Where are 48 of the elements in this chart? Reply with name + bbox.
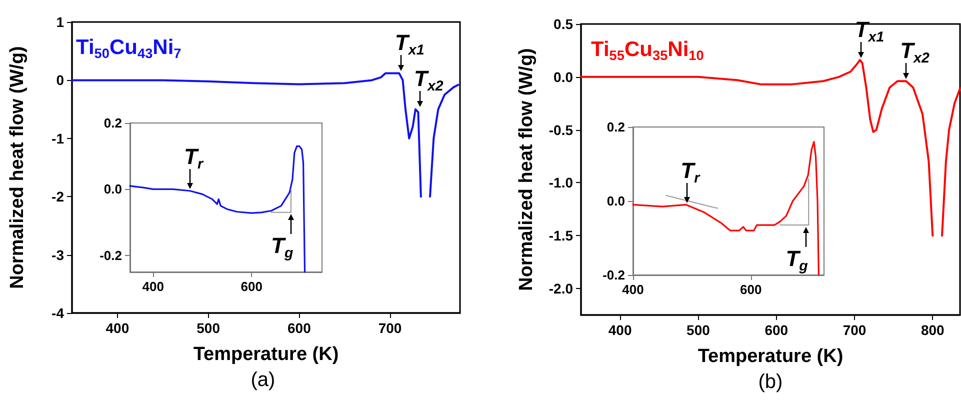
x-tick-label: 700 — [378, 320, 402, 336]
y-tick-label: -2 — [52, 188, 64, 205]
y-tick-label: -1.5 — [548, 228, 574, 244]
series-label: Ti$_{55}$Cu$_{35}$Ni$_{10}$ — [591, 38, 704, 64]
annotation: T$_{x2}$ — [414, 66, 444, 95]
x-tick-label: 700 — [842, 322, 866, 338]
y-tick-label: 0.2 — [606, 120, 625, 134]
x-tick-label: 600 — [240, 279, 262, 294]
y-axis-title: Normalized heat flow (W/g) — [7, 46, 28, 289]
x-tick-label: 600 — [287, 320, 312, 336]
x-tick-label: 800 — [920, 322, 945, 338]
annotation: T$_{r}$ — [184, 144, 204, 172]
y-tick-label: -1.0 — [548, 174, 574, 191]
y-tick-label: -1 — [52, 130, 64, 146]
x-axis-title: Temperature (K) — [698, 346, 844, 367]
y-tick-label: -0.2 — [100, 248, 122, 263]
y-tick-label: 0.2 — [104, 116, 122, 130]
annotation: T$_{g}$ — [270, 233, 294, 262]
annotation: T$_{r}$ — [680, 158, 700, 186]
y-tick-label: -0.2 — [602, 268, 625, 282]
x-axis-title: Temperature (K) — [193, 344, 339, 365]
y-axis-title: Normalized heat flow (W/g) — [516, 48, 537, 291]
annotation: T$_{x2}$ — [900, 38, 930, 66]
x-tick-label: 400 — [622, 282, 644, 297]
y-tick-label: 1 — [56, 14, 64, 30]
line-series — [129, 145, 306, 273]
y-tick-label: 0 — [56, 72, 64, 88]
x-tick-label: 400 — [608, 322, 632, 338]
x-tick-label: 600 — [740, 282, 762, 297]
line-series — [632, 141, 820, 276]
text: (b) — [757, 371, 784, 394]
x-tick-label: 400 — [106, 320, 130, 336]
series-label: Ti$_{50}$Cu$_{43}$Ni$_{7}$ — [76, 36, 182, 62]
y-tick-label: 0.0 — [104, 182, 122, 197]
text: (a) — [250, 369, 276, 392]
y-tick-label: -3 — [52, 246, 64, 263]
x-tick-label: 500 — [196, 320, 220, 336]
y-tick-label: 0.0 — [606, 194, 625, 208]
y-tick-label: 0.5 — [554, 16, 574, 32]
y-tick-label: -0.5 — [548, 122, 574, 138]
x-tick-label: 400 — [142, 279, 164, 294]
annotation: T$_{g}$ — [786, 246, 808, 274]
annotation: T$_{x1}$ — [394, 30, 424, 58]
x-tick-label: 500 — [686, 322, 710, 338]
x-tick-label: 600 — [764, 322, 788, 338]
y-tick-label: 0.0 — [554, 68, 574, 85]
y-tick-label: -2.0 — [548, 280, 574, 297]
y-tick-label: -4 — [52, 305, 64, 321]
